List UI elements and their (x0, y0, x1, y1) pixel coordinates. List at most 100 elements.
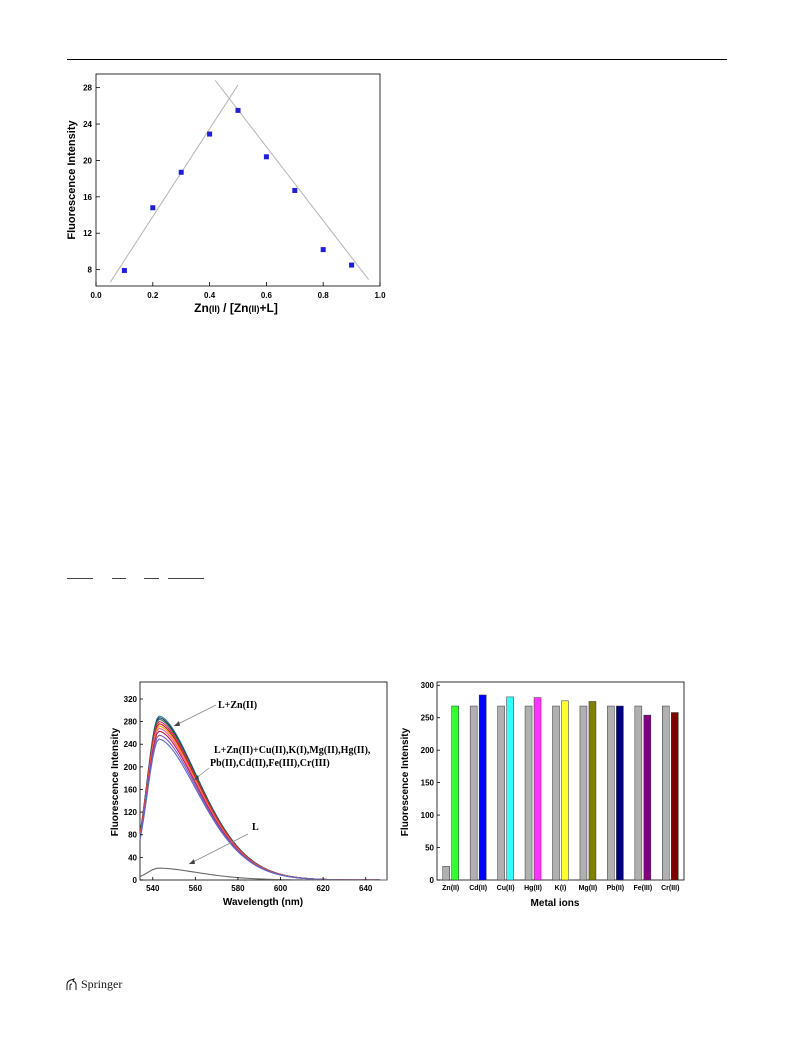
category-label: Cd(II) (469, 885, 487, 892)
job-plot-points (121, 107, 355, 274)
category-label: Mg(II) (579, 885, 598, 892)
y-tick-label: 50 (425, 844, 434, 853)
data-point (292, 187, 298, 193)
bar-reference (579, 705, 588, 881)
spectra-y-label: Fluorescence Intensity (110, 727, 121, 836)
spectra-x-ticks: 540 560 580 600 620 640 (146, 877, 373, 893)
bar-chart-x-label: Metal ions (531, 898, 580, 909)
category-label: Hg(II) (524, 885, 542, 892)
bar-chart-y-label: Fluorescence Intensity (400, 727, 411, 836)
bar-reference (469, 705, 478, 881)
job-plot-chart: 0.0 0.2 0.4 0.6 0.8 1.0 8 12 16 20 24 28 Fluoresce… (66, 73, 386, 315)
data-point (320, 247, 326, 253)
bar-reference (497, 705, 505, 881)
y-tick-label: 16 (83, 193, 92, 202)
y-tick-label: 100 (421, 811, 435, 820)
y-tick-label: 0 (430, 876, 435, 885)
data-point (178, 169, 184, 175)
bar-chart-x-ticks: Zn(II) Cd(II) Cu(II) Hg(II) K(I) Mg(II) Pb(II)… (442, 885, 679, 892)
category-label: Zn(II) (442, 885, 459, 892)
y-tick-label: 40 (128, 853, 137, 862)
bar-chart-y-ticks: 0 50 100 150 200 250 300 (421, 681, 440, 885)
annotation-arrowhead-mix (194, 775, 199, 780)
y-tick-label: 24 (83, 120, 92, 129)
springer-horse-icon (66, 978, 77, 990)
y-tick-label: 12 (83, 229, 92, 238)
job-plot-x-label: Zn(II) / [Zn(II)+L] (194, 301, 278, 315)
y-tick-label: 28 (83, 84, 92, 93)
rule-segment (67, 578, 93, 579)
bar-metal (478, 694, 487, 881)
data-point (121, 268, 127, 274)
y-tick-label: 160 (124, 785, 138, 794)
bar-reference (524, 705, 533, 881)
bar-metal (561, 700, 569, 881)
publisher-name: Springer (81, 977, 123, 991)
x-label-part-ox2: (II) (249, 304, 260, 314)
bar-reference (552, 705, 560, 881)
category-label: Fe(III) (633, 885, 652, 892)
annotation-mix-line2: Pb(II),Cd(II),Fe(III),Cr(III) (210, 758, 330, 769)
emission-spectra-chart: 540 560 580 600 620 640 0 40 80 120 160 200 240 280 3… (110, 681, 388, 908)
annotation-arrowhead-l (189, 859, 195, 864)
x-tick-label: 1.0 (374, 291, 386, 300)
x-tick-label: 620 (316, 884, 330, 893)
y-tick-label: 320 (124, 695, 138, 704)
publisher-footer: Springer (65, 977, 122, 992)
y-tick-label: 200 (124, 763, 138, 772)
job-plot-frame (95, 73, 381, 287)
category-label: Cr(III) (661, 885, 679, 892)
y-tick-label: 300 (421, 681, 435, 690)
y-tick-label: 0 (133, 876, 138, 885)
data-point (207, 131, 213, 137)
spectra-curves (139, 715, 387, 881)
job-plot-y-label: Fluorescence Intensity (66, 120, 78, 240)
annotation-arrow-l (188, 833, 249, 865)
bar-reference (634, 705, 643, 881)
bar-metal (616, 705, 624, 881)
y-tick-label: 280 (124, 718, 138, 727)
job-plot-x-ticks: 0.0 0.2 0.4 0.6 0.8 1.0 (90, 282, 386, 300)
job-plot-axes (95, 73, 381, 287)
category-label: Pb(II) (607, 885, 625, 892)
category-label: K(I) (555, 885, 567, 892)
bar-reference (607, 705, 615, 881)
x-tick-label: 600 (274, 884, 288, 893)
spectrum-line (139, 867, 387, 881)
fit-line (109, 84, 239, 283)
data-point (150, 205, 156, 211)
bar-chart-frame (436, 681, 685, 881)
x-tick-label: 580 (231, 884, 245, 893)
bar-chart-bars (442, 694, 679, 881)
annotation-mix-line1: L+Zn(II)+Cu(II),K(I),Mg(II),Hg(II), (214, 745, 371, 756)
x-label-part-zn: Zn (194, 301, 209, 315)
x-tick-label: 540 (146, 884, 160, 893)
annotation-arrow-zn (173, 704, 217, 727)
bar-metal (643, 714, 652, 881)
spectra-frame (139, 681, 388, 881)
x-tick-label: 0.0 (90, 291, 102, 300)
spectra-x-label: Wavelength (nm) (223, 897, 303, 908)
bar-metal (588, 701, 597, 881)
bar-metal (506, 696, 514, 881)
rule-segment (168, 578, 204, 579)
header-rule (67, 59, 727, 60)
bar-reference (442, 866, 450, 881)
rule-segment (144, 578, 159, 579)
job-plot-fit-lines (109, 80, 370, 283)
bar-metal (671, 712, 679, 881)
category-label: Cu(II) (497, 885, 515, 892)
reference-rule-segments (67, 578, 207, 582)
bar-reference (662, 705, 670, 881)
x-label-part-ox1: (II) (209, 304, 220, 314)
bar-metal (533, 697, 542, 881)
y-tick-label: 240 (124, 740, 138, 749)
data-point (349, 262, 355, 268)
x-tick-label: 640 (359, 884, 373, 893)
x-tick-label: 0.6 (261, 291, 273, 300)
y-tick-label: 8 (88, 266, 93, 275)
annotation-l: L (252, 822, 259, 833)
fit-line (214, 80, 370, 280)
spectra-y-ticks: 0 40 80 120 160 200 240 280 320 (124, 695, 143, 885)
x-label-part-mid: / [Zn (220, 301, 249, 315)
